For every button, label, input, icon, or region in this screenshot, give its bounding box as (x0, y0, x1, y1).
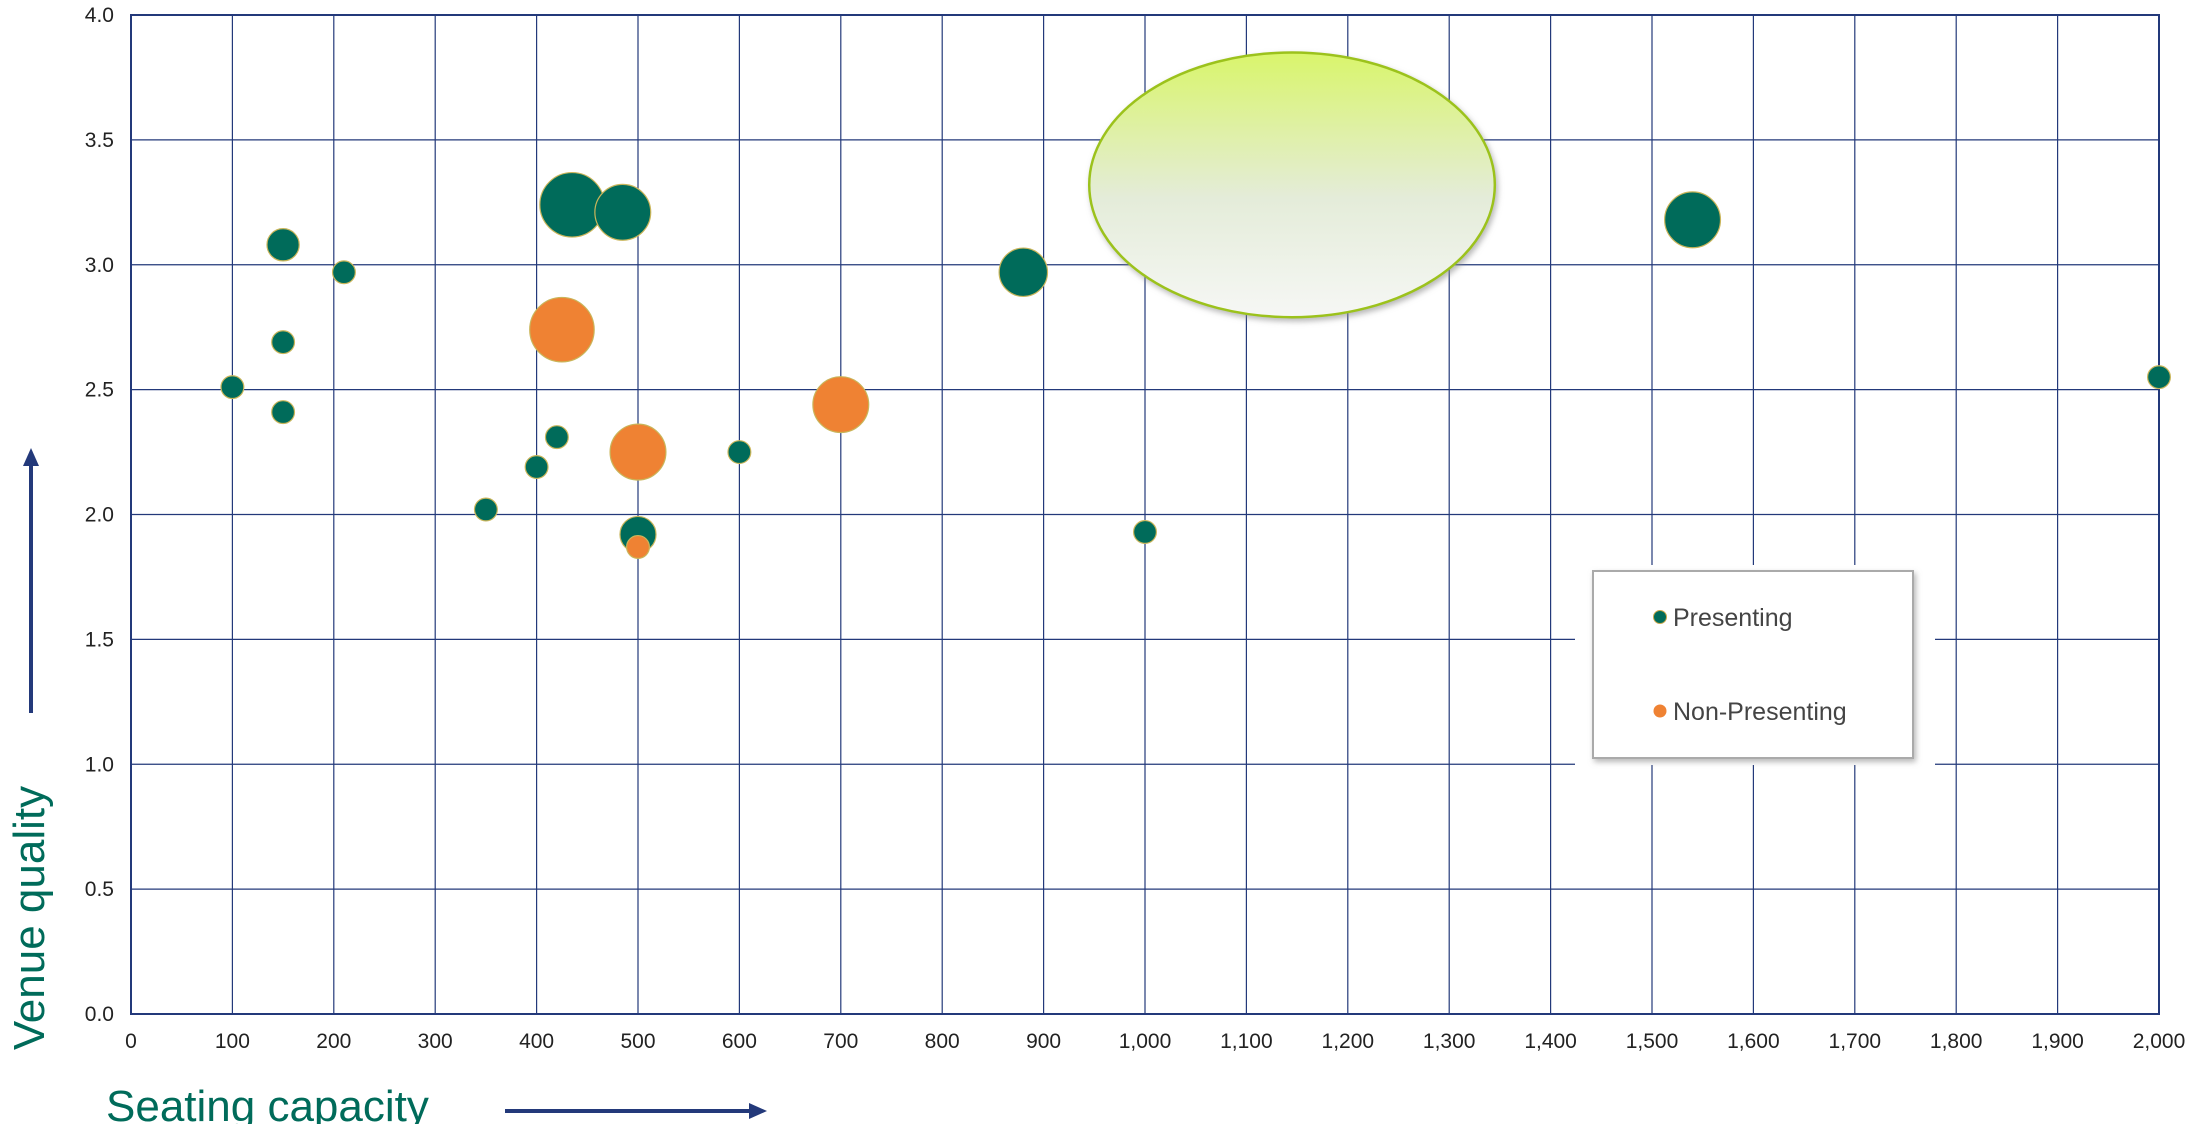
bubble-presenting (594, 183, 652, 241)
x-tick-label: 2,000 (2133, 1030, 2186, 1053)
y-tick-label: 0.0 (85, 1003, 114, 1026)
y-axis-ticks: 0.0 0.5 1.0 1.5 2.0 2.5 3.0 3.5 4.0 (85, 4, 114, 1026)
bubble-presenting (1132, 519, 1157, 544)
y-tick-label: 1.5 (85, 628, 114, 651)
bubble-non-presenting (812, 376, 870, 434)
x-tick-label: 1,200 (1322, 1030, 1375, 1053)
y-tick-label: 4.0 (85, 4, 114, 27)
legend-label-non-presenting: Non-Presenting (1673, 698, 1847, 726)
y-direction-arrow (23, 448, 39, 713)
x-tick-label: 0 (125, 1030, 137, 1053)
legend-box (1592, 570, 1914, 759)
x-tick-label: 300 (418, 1030, 453, 1053)
highlight-ellipse (1087, 51, 1497, 319)
x-tick-label: 1,500 (1626, 1030, 1679, 1053)
bubble-presenting (1664, 191, 1722, 249)
bubble-non-presenting (625, 534, 650, 559)
y-axis-title: Venue quality (5, 786, 54, 1050)
legend: Presenting Non-Presenting (1575, 565, 1935, 765)
x-tick-label: 1,700 (1829, 1030, 1882, 1053)
x-tick-label: 600 (722, 1030, 757, 1053)
x-tick-label: 900 (1026, 1030, 1061, 1053)
x-tick-label: 1,600 (1727, 1030, 1780, 1053)
legend-label-presenting: Presenting (1673, 604, 1793, 632)
bubble-presenting (2147, 365, 2172, 390)
y-tick-label: 2.5 (85, 379, 114, 402)
y-tick-label: 3.0 (85, 254, 114, 277)
bubble-presenting (544, 425, 569, 450)
x-tick-label: 400 (519, 1030, 554, 1053)
x-tick-label: 1,300 (1423, 1030, 1476, 1053)
bubble-non-presenting (529, 296, 595, 363)
legend-marker-non-presenting (1653, 704, 1667, 718)
x-tick-label: 700 (823, 1030, 858, 1053)
x-axis-ticks: 0 100 200 300 400 500 600 700 800 900 1,000 1,100 1,… (125, 1030, 2185, 1053)
x-tick-label: 1,800 (1930, 1030, 1983, 1053)
y-tick-label: 0.5 (85, 878, 114, 901)
bubble-presenting (539, 171, 605, 238)
x-tick-label: 200 (316, 1030, 351, 1053)
bubble-presenting (524, 455, 549, 480)
bubble-presenting (727, 440, 752, 465)
x-axis-title: Seating capacity (106, 1082, 429, 1124)
highlight-layer (1087, 51, 1497, 319)
bubble-presenting (220, 375, 245, 400)
x-direction-arrow (505, 1103, 767, 1119)
bubble-presenting (271, 400, 296, 425)
y-tick-label: 1.0 (85, 753, 114, 776)
bubble-presenting (331, 260, 356, 285)
x-tick-label: 100 (215, 1030, 250, 1053)
x-tick-label: 1,400 (1524, 1030, 1577, 1053)
x-tick-label: 1,000 (1119, 1030, 1172, 1053)
bubble-presenting (271, 330, 296, 355)
x-tick-label: 500 (620, 1030, 655, 1053)
bubble-non-presenting (609, 423, 667, 481)
x-tick-label: 800 (925, 1030, 960, 1053)
legend-marker-presenting (1653, 610, 1667, 624)
y-tick-label: 2.0 (85, 504, 114, 527)
y-tick-label: 3.5 (85, 129, 114, 152)
bubble-presenting (998, 247, 1049, 298)
x-tick-label: 1,900 (2031, 1030, 2084, 1053)
bubble-presenting (473, 497, 498, 522)
x-tick-label: 1,100 (1220, 1030, 1273, 1053)
plot-frame (130, 14, 2160, 1015)
bubble-presenting (266, 228, 300, 262)
data-points (220, 171, 2172, 559)
